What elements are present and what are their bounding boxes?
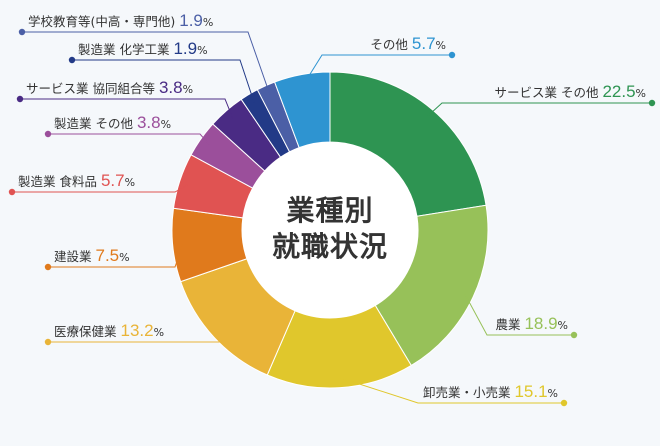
leader-line-11 [303,54,452,85]
leader-dot-1 [648,99,656,107]
slice-label-value: 5.7 [412,34,436,53]
leader-dot-3 [560,399,568,407]
slice-label-7: 製造業 その他 3.8% [54,113,171,132]
chart-title-line-1: 業種別 [286,194,373,227]
slice-label-5: 建設業 7.5% [54,246,130,265]
leader-dot-4 [44,338,52,346]
leader-dot-7 [44,130,52,138]
leader-line-7 [48,133,210,145]
slice-label-name: 医療保健業 [54,324,120,339]
slice-label-name: サービス業 その他 [495,85,603,100]
leader-dot-11 [448,51,456,59]
slice-label-unit: % [203,16,213,29]
leader-dot-2 [570,331,578,339]
slice-label-11: その他 5.7% [370,34,446,53]
slice-label-unit: % [119,251,129,264]
leader-line-1 [425,102,652,118]
slice-label-10: 学校教育等(中高・専門他) 1.9% [28,11,213,30]
slice-label-unit: % [436,39,446,52]
slice-label-name: 製造業 その他 [54,116,137,131]
slice-label-unit: % [636,87,646,100]
slice-label-4: 医療保健業 13.2% [54,321,164,340]
leader-line-4 [48,330,231,343]
slice-label-value: 3.8 [159,78,183,97]
slice-label-name: サービス業 協同組合等 [26,81,159,96]
leader-dot-5 [44,263,52,271]
slice-label-name: 卸売業・小売業 [423,385,514,400]
slice-label-1: サービス業 その他 22.5% [495,82,647,101]
leader-line-2 [463,292,574,336]
leader-line-10 [22,31,271,95]
donut-hole [242,142,418,318]
slice-label-2: 農業 18.9% [495,314,568,333]
slice-label-name: 製造業 食料品 [18,174,101,189]
slice-label-unit: % [197,44,207,57]
leader-dot-10 [18,28,26,36]
slice-label-value: 13.2 [120,321,153,340]
chart-title-line-2: 就職状況 [272,230,388,263]
slice-label-value: 1.9 [173,39,197,58]
slice-label-value: 1.9 [179,11,203,30]
slice-label-value: 3.8 [137,113,161,132]
slice-label-name: 建設業 [54,249,95,264]
slice-label-name: 製造業 化学工業 [78,42,173,57]
slice-label-name: 農業 [495,317,524,332]
slice-label-value: 15.1 [514,382,547,401]
leader-line-5 [48,244,184,268]
slice-label-value: 22.5 [602,82,635,101]
slice-label-value: 18.9 [524,314,557,333]
leader-dot-6 [8,188,16,196]
leader-line-6 [12,183,190,193]
slice-label-unit: % [558,319,568,332]
leader-dot-8 [16,95,24,103]
leader-line-3 [339,377,564,404]
slice-label-name: 学校教育等(中高・専門他) [28,14,179,29]
leader-line-8 [20,98,234,119]
slice-label-9: 製造業 化学工業 1.9% [78,39,208,58]
slice-label-name: その他 [370,37,411,52]
slice-labels: サービス業 その他 22.5%農業 18.9%卸売業・小売業 15.1%医療保健… [18,11,646,401]
slice-label-6: 製造業 食料品 5.7% [18,171,135,190]
leader-line-9 [72,59,255,104]
slice-label-unit: % [161,118,171,131]
donut-slices [171,71,489,389]
leader-dot-9 [68,56,76,64]
leader-lines [8,28,656,407]
slice-label-unit: % [125,176,135,189]
slice-label-3: 卸売業・小売業 15.1% [423,382,558,401]
slice-label-value: 7.5 [95,246,119,265]
slice-label-8: サービス業 協同組合等 3.8% [26,78,193,97]
slice-label-value: 5.7 [101,171,125,190]
slice-label-unit: % [183,83,193,96]
slice-label-unit: % [548,387,558,400]
slice-label-unit: % [154,326,164,339]
